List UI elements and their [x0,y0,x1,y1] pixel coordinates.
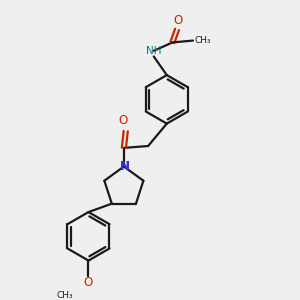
Text: NH: NH [146,46,161,56]
Text: O: O [118,114,128,127]
Text: CH₃: CH₃ [57,291,74,300]
Text: N: N [120,160,130,173]
Text: O: O [173,14,183,27]
Text: O: O [84,276,93,290]
Text: N: N [120,160,130,173]
Text: CH₃: CH₃ [195,36,212,45]
